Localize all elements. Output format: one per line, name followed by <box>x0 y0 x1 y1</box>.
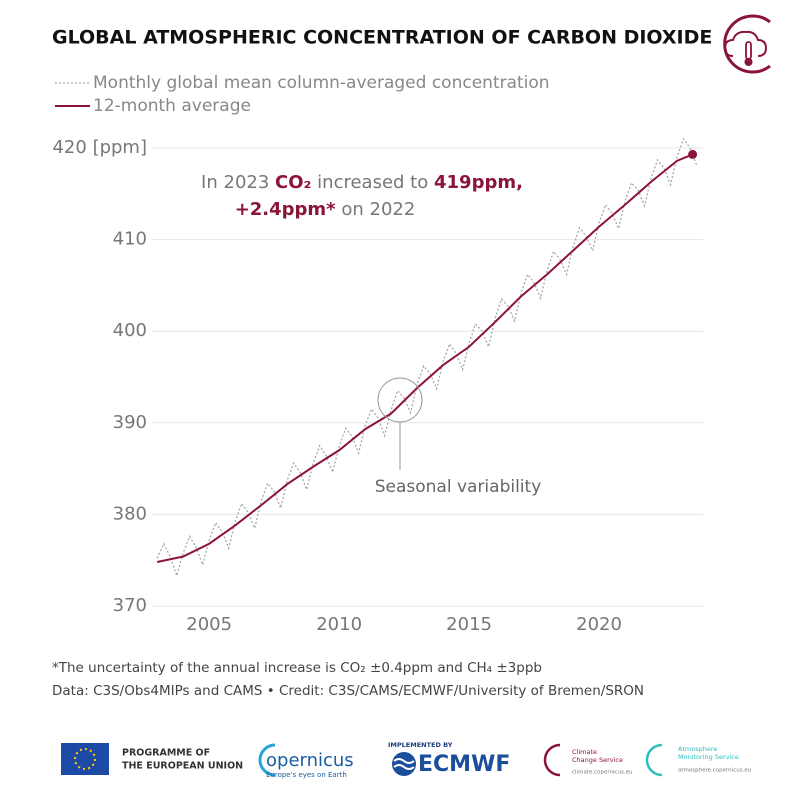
logo-text: atmosphere.copernicus.eu <box>678 768 751 774</box>
logo-text: ECMWF <box>418 752 510 777</box>
plot-area: 370 380 390 400 410 420 [ppm] 2005 2010 2015 2020 <box>52 137 703 635</box>
y-tick-label: 400 <box>113 320 147 341</box>
logo-text: opernicus <box>266 750 354 771</box>
footnote: *The uncertainty of the annual increase … <box>52 660 542 676</box>
annotation-text: In 2023 CO₂ increased to 419ppm, <box>201 172 523 193</box>
legend-label: 12-month average <box>93 96 251 116</box>
annotation-text: +2.4ppm* on 2022 <box>235 199 416 220</box>
logo-text: climate.copernicus.eu <box>572 770 633 776</box>
annotation-part: In 2023 <box>201 172 269 193</box>
y-tick-label: 390 <box>113 412 147 433</box>
logo-text: Climate <box>572 748 597 756</box>
legend: Monthly global mean column-averaged conc… <box>55 73 550 116</box>
x-tick-label: 2010 <box>316 614 362 635</box>
cams-mark <box>645 743 663 777</box>
annotation-part: increased to <box>317 172 428 193</box>
callout: Seasonal variability <box>375 377 542 497</box>
logo-text: IMPLEMENTED BY <box>388 741 453 749</box>
y-tick-label: 420 [ppm] <box>52 137 147 158</box>
callout-text: Seasonal variability <box>375 477 542 497</box>
eu-stars <box>74 748 96 770</box>
eu-flag <box>61 743 109 775</box>
annotation-part: +2.4ppm* <box>235 199 336 220</box>
series-line <box>156 153 693 564</box>
logo-text: Change Service <box>572 756 623 764</box>
logo-text: PROGRAMME OF <box>122 748 210 759</box>
logo-text: Europe's eyes on Earth <box>266 771 347 779</box>
y-tick-label: 370 <box>113 595 147 616</box>
annotation: In 2023 CO₂ increased to 419ppm, +2.4ppm… <box>201 172 523 220</box>
annotation-part: 419ppm, <box>434 172 523 193</box>
logo-text: Monitoring Service <box>678 753 739 761</box>
c3s-mark <box>543 743 561 777</box>
y-tick-label: 410 <box>113 229 147 250</box>
logo-text: Atmosphere <box>678 745 717 753</box>
end-point <box>688 149 698 159</box>
ecmwf-waves <box>393 758 415 770</box>
credit: Data: C3S/Obs4MIPs and CAMS • Credit: C3… <box>52 683 644 699</box>
x-tick-label: 2015 <box>446 614 492 635</box>
copernicus-c <box>258 743 276 777</box>
header-logo <box>723 14 771 74</box>
series-line <box>156 137 698 578</box>
annotation-part: on 2022 <box>341 199 415 220</box>
ecmwf-mark <box>392 752 416 776</box>
logo-text: THE EUROPEAN UNION <box>122 761 243 772</box>
annotation-part: CO₂ <box>275 172 311 193</box>
x-tick-label: 2020 <box>576 614 622 635</box>
y-tick-label: 380 <box>113 503 147 524</box>
legend-label: Monthly global mean column-averaged conc… <box>93 73 550 93</box>
logos: PROGRAMME OF THE EUROPEAN UNION opernicu… <box>61 741 751 779</box>
x-tick-label: 2005 <box>186 614 232 635</box>
chart-title: GLOBAL ATMOSPHERIC CONCENTRATION OF CARB… <box>52 27 712 49</box>
